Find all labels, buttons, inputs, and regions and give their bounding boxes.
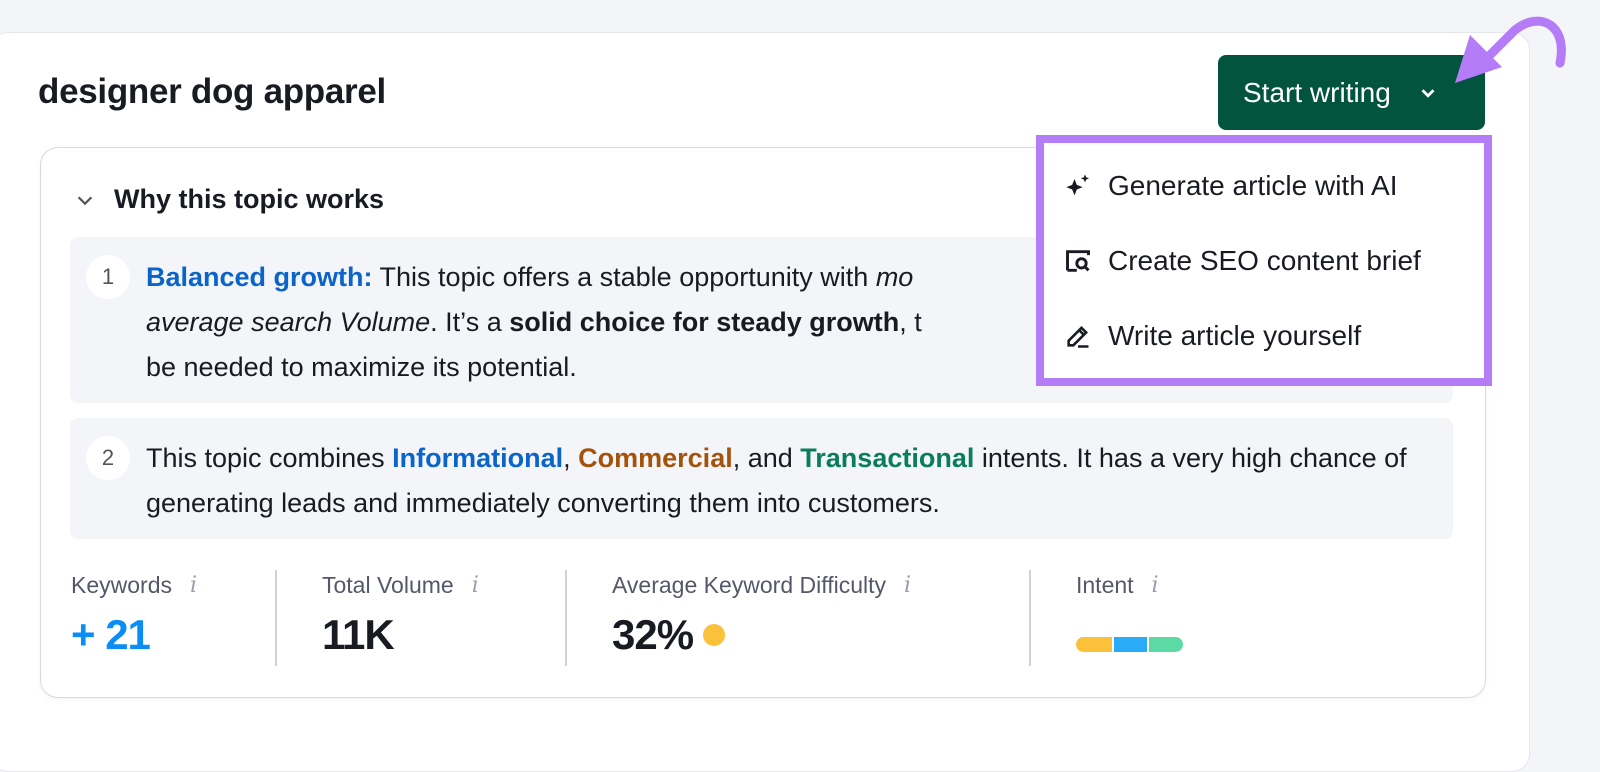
page-title: designer dog apparel — [38, 72, 386, 111]
menu-item-write-yourself[interactable]: Write article yourself — [1044, 298, 1484, 373]
info-icon[interactable]: i — [189, 573, 198, 598]
intent-bar — [1076, 637, 1183, 652]
start-writing-menu: Generate article with AI Create SEO cont… — [1036, 135, 1492, 386]
reason-item: 2 This topic combines Informational, Com… — [70, 418, 1453, 539]
text: . It’s a — [430, 307, 510, 337]
info-icon[interactable]: i — [904, 573, 912, 598]
menu-item-label: Generate article with AI — [1108, 169, 1398, 201]
divider — [1029, 570, 1031, 666]
reason-lead: Balanced growth: — [146, 262, 373, 292]
pencil-icon — [1067, 325, 1089, 348]
reason-number: 1 — [86, 255, 130, 299]
intent-segment — [1149, 637, 1183, 652]
intent-transactional: Transactional — [800, 443, 975, 473]
stat-label: Average Keyword Difficulty — [612, 572, 887, 598]
intent-commercial: Commercial — [578, 443, 733, 473]
info-icon[interactable]: i — [1151, 573, 1159, 598]
menu-item-generate-ai[interactable]: Generate article with AI — [1044, 148, 1484, 223]
stat-value[interactable]: + 21 — [71, 611, 151, 658]
stat-value: 32% — [612, 611, 694, 658]
menu-item-label: Write article yourself — [1108, 319, 1362, 351]
text: , — [563, 443, 579, 473]
menu-item-label: Create SEO content brief — [1108, 244, 1421, 276]
text: intents. It has a very high chance of ge… — [146, 443, 1407, 518]
button-label: Start writing — [1243, 76, 1391, 108]
info-icon[interactable]: i — [471, 573, 479, 598]
chevron-down-icon — [77, 195, 93, 205]
text: This topic offers a stable opportunity w… — [372, 262, 876, 292]
annotation-arrow-icon — [1455, 16, 1566, 83]
divider — [565, 570, 567, 666]
text: mo — [875, 262, 914, 292]
difficulty-dot-icon — [703, 624, 726, 646]
stat-intent: Intent i — [1076, 572, 1183, 652]
text: This topic combines — [146, 443, 393, 473]
start-writing-button[interactable]: Start writing — [1218, 55, 1485, 130]
stat-label: Total Volume — [322, 572, 454, 598]
brief-search-icon — [1066, 249, 1090, 272]
stat-label: Keywords — [71, 572, 172, 598]
stat-keywords: Keywords i + 21 — [71, 572, 197, 659]
menu-item-seo-brief[interactable]: Create SEO content brief — [1044, 223, 1484, 298]
intent-informational: Informational — [392, 443, 564, 473]
reason-number: 2 — [86, 436, 130, 480]
text: , t — [899, 307, 922, 337]
text: , and — [732, 443, 801, 473]
intent-segment — [1076, 637, 1112, 652]
stat-volume: Total Volume i 11K — [322, 572, 479, 659]
stat-value: 11K — [322, 611, 395, 658]
text: average search Volume — [146, 307, 431, 337]
section-title: Why this topic works — [114, 184, 385, 214]
divider — [275, 570, 277, 666]
sparkles-icon — [1066, 173, 1090, 195]
chevron-down-icon — [1421, 88, 1435, 98]
stat-label: Intent — [1076, 572, 1134, 598]
text: solid choice for steady growth — [509, 307, 900, 337]
intent-segment — [1114, 637, 1147, 652]
stat-difficulty: Average Keyword Difficulty i 32% — [612, 572, 911, 659]
text: be needed to maximize its potential. — [146, 352, 577, 382]
section-toggle[interactable]: Why this topic works — [74, 184, 384, 215]
